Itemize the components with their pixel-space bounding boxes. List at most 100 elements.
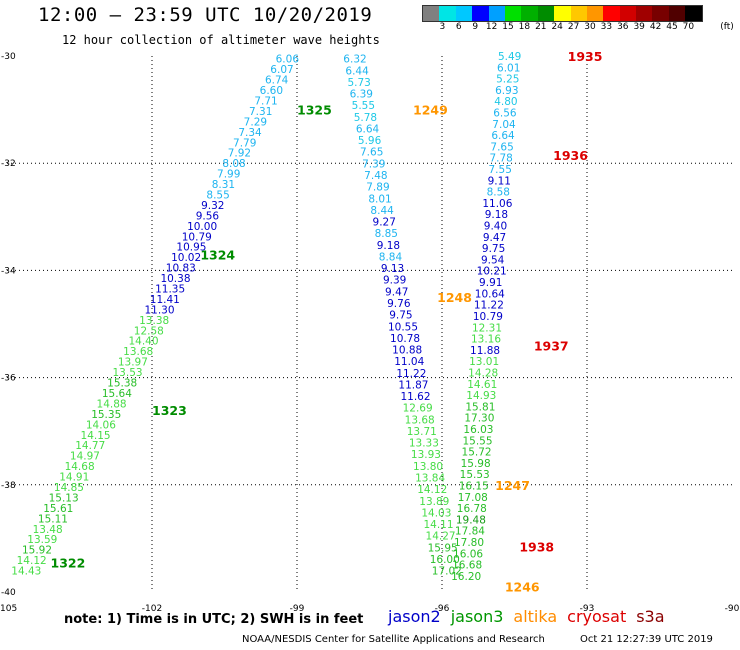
swh-value-label: 8.31: [212, 179, 235, 191]
swh-value-label: 16.00: [430, 554, 460, 566]
swh-value-label: 16.03: [463, 424, 493, 436]
swh-value-label: 10.64: [475, 288, 505, 300]
swh-value-label: 14.11: [423, 519, 453, 531]
lon-tick-label: -105: [0, 604, 17, 614]
colorbar-labels: 3 6 9 12 15 18 21 24 27 30 33 36 39 42 45 70 (ft): [422, 22, 734, 34]
colorbar-swatch: [685, 6, 702, 21]
colorbar-swatch: [652, 6, 669, 21]
swh-value-label: 9.75: [389, 310, 412, 322]
swh-value-label: 9.27: [373, 217, 396, 229]
swh-value-label: 6.64: [356, 123, 380, 135]
colorbar-swatch: [603, 6, 620, 21]
swh-value-label: 9.40: [484, 221, 507, 233]
swh-value-label: 11.62: [400, 391, 430, 403]
swh-value-label: 7.99: [217, 169, 240, 181]
swh-value-label: 9.47: [385, 286, 408, 298]
swh-value-label: 15.61: [43, 503, 73, 515]
swh-value-label: 9.18: [485, 209, 508, 221]
swh-value-label: 10.95: [176, 242, 206, 254]
swh-value-label: 13.84: [415, 472, 445, 484]
colorbar-label: 18: [518, 22, 531, 32]
swh-value-label: 10.21: [477, 266, 507, 278]
swh-value-label: 15.64: [102, 388, 132, 400]
swh-value-label: 19.48: [456, 514, 486, 526]
pass-time-label: 1248: [437, 290, 472, 305]
swh-value-label: 14.61: [467, 379, 497, 391]
colorbar-swatch: [586, 6, 604, 21]
swh-value-label: 7.39: [362, 158, 385, 170]
swh-value-label: 12.31: [472, 322, 502, 334]
swh-value-label: 8.55: [206, 189, 229, 201]
swh-value-label: 16.20: [451, 571, 481, 583]
swh-value-label: 11.30: [144, 304, 174, 316]
lon-tick-label: -96: [435, 604, 450, 614]
swh-value-label: 15.55: [462, 435, 492, 447]
pass-time-label: 1935: [568, 49, 603, 64]
swh-value-label: 14.15: [81, 430, 111, 442]
pass-time-label: 1323: [152, 403, 187, 418]
colorbar-swatch: [521, 6, 538, 21]
swh-value-label: 13.80: [413, 461, 443, 473]
swh-value-label: 13.93: [411, 449, 441, 461]
colorbar-label: 30: [584, 22, 596, 32]
lon-tick-label: -90: [725, 604, 740, 614]
pass-time-label: 1246: [505, 580, 540, 595]
pass-time-label: 1322: [51, 556, 86, 571]
swh-value-label: 13.59: [27, 534, 57, 546]
lat-tick-label: -40: [1, 588, 16, 598]
swh-colorbar: [422, 5, 703, 22]
swh-value-label: 9.91: [479, 277, 502, 289]
colorbar-swatch: [472, 6, 489, 21]
swh-value-label: 6.56: [493, 108, 517, 120]
swh-value-label: 11.35: [155, 284, 185, 296]
colorbar-swatch: [488, 6, 505, 21]
swh-value-label: 7.79: [233, 137, 256, 149]
swh-value-label: 12.58: [134, 325, 164, 337]
swh-value-label: 14.93: [466, 390, 496, 402]
colorbar-label: 15: [502, 22, 514, 32]
swh-value-label: 13.38: [139, 315, 169, 327]
swh-value-label: 13.97: [118, 357, 148, 369]
colorbar-swatch: [423, 6, 440, 21]
pass-time-label: 1249: [413, 103, 448, 118]
swh-value-label: 6.01: [497, 62, 520, 74]
swh-value-label: 6.39: [350, 89, 373, 101]
generation-timestamp: Oct 21 12:27:39 UTC 2019: [580, 634, 713, 645]
lat-tick-label: -38: [1, 481, 16, 491]
pass-time-label: 1937: [534, 338, 569, 353]
colorbar-label: 45: [666, 22, 678, 32]
lon-tick-label: -102: [142, 604, 162, 614]
swh-value-label: 10.02: [171, 252, 201, 264]
lat-tick-label: -34: [1, 266, 16, 276]
swh-value-label: 13.33: [409, 438, 439, 450]
swh-value-label: 7.71: [254, 95, 277, 107]
colorbar-unit: (ft): [720, 22, 734, 32]
colorbar-swatch: [439, 6, 456, 21]
swh-value-label: 4.80: [494, 96, 517, 108]
swh-value-label: 11.22: [396, 368, 426, 380]
pass-time-label: 1247: [495, 478, 530, 493]
swh-value-label: 12.69: [403, 403, 433, 415]
swh-value-label: 13.53: [113, 367, 143, 379]
pass-time-label: 1938: [519, 539, 554, 554]
swh-value-label: 16.15: [459, 480, 489, 492]
swh-value-label: 15.98: [461, 458, 491, 470]
swh-value-label: 9.54: [481, 254, 505, 266]
swh-value-label: 10.00: [187, 221, 217, 233]
swh-value-label: 7.29: [244, 116, 267, 128]
colorbar-label: 27: [567, 22, 580, 32]
credits: NOAA/NESDIS Center for Satellite Applica…: [242, 634, 545, 645]
swh-value-label: 7.34: [238, 127, 262, 139]
swh-value-label: 14.91: [59, 472, 89, 484]
lon-tick-label: -93: [580, 604, 595, 614]
colorbar-label: 6: [455, 22, 462, 32]
colorbar-swatch: [668, 6, 686, 21]
swh-value-label: 7.48: [364, 170, 387, 182]
swh-value-label: 14.06: [86, 419, 116, 431]
swh-value-label: 7.55: [489, 164, 512, 176]
swh-value-label: 13.89: [419, 496, 449, 508]
swh-value-label: 7.89: [366, 182, 389, 194]
swh-value-label: 14.77: [75, 440, 105, 452]
colorbar-label: 42: [649, 22, 662, 32]
